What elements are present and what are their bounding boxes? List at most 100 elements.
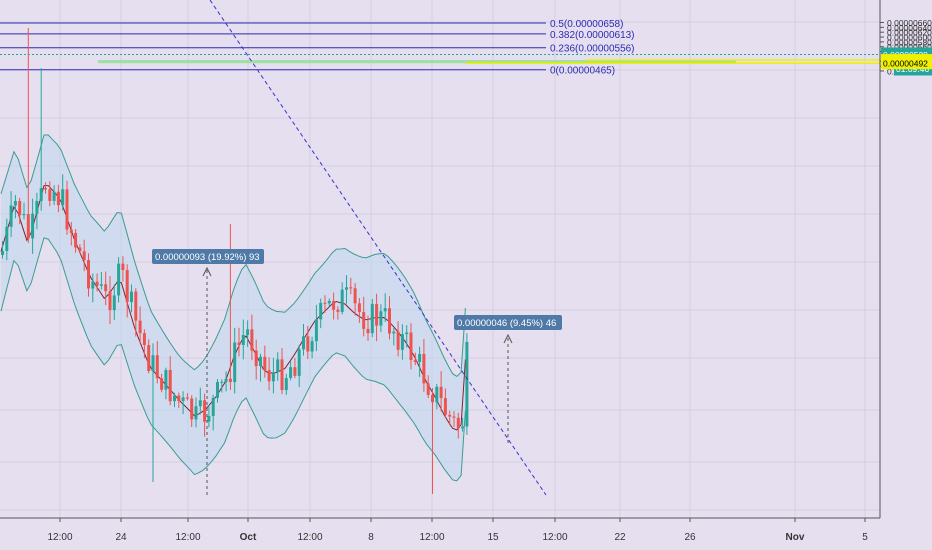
time-tick-label: 12:00 <box>419 532 444 543</box>
candle <box>52 185 56 206</box>
candle <box>91 273 95 303</box>
fibonacci-retracement[interactable]: 0.5(0.00000658)0.382(0.00000613) 0.236(0.… <box>0 19 635 77</box>
candle-body <box>284 378 288 391</box>
candle <box>87 253 90 297</box>
candle <box>332 292 336 320</box>
candle <box>74 228 78 253</box>
dashed-trend-line <box>209 0 547 496</box>
candle-body <box>233 342 237 383</box>
candle-body <box>357 303 361 313</box>
candle <box>246 320 250 347</box>
candle-body <box>452 416 456 418</box>
candle-body <box>413 360 417 362</box>
candle <box>18 197 22 225</box>
candle-body <box>422 354 426 384</box>
candle-body <box>211 397 215 417</box>
candle <box>155 341 159 384</box>
candle-body <box>388 308 391 334</box>
time-tick-label: 8 <box>368 532 374 543</box>
measurement-tools[interactable]: 0.00000093 (19.92%) 93 0.00000046 (9.45%)… <box>152 249 562 495</box>
candle <box>254 339 258 380</box>
time-tick-label: 12:00 <box>175 532 200 543</box>
candle-body <box>383 308 387 312</box>
candle-body <box>18 201 22 216</box>
candle-body <box>142 333 146 346</box>
candle-body <box>456 417 460 429</box>
measure-tag-label: 0.00000046 (9.45%) 46 <box>457 318 556 329</box>
candle <box>216 379 219 403</box>
measure-tag-label: 0.00000093 (19.92%) 93 <box>155 252 260 263</box>
candle <box>117 257 121 303</box>
candle-body <box>250 329 254 351</box>
time-tick-label: 12:00 <box>47 532 72 543</box>
candle-body <box>246 329 250 335</box>
candle <box>271 357 275 394</box>
candle <box>276 352 280 381</box>
candle-body <box>306 336 310 352</box>
candle <box>82 239 86 272</box>
candle-body <box>69 229 73 233</box>
candle-body <box>207 416 211 422</box>
candle <box>418 346 422 377</box>
candle-body <box>61 189 65 206</box>
trend-line[interactable] <box>0 0 880 496</box>
candle-body <box>31 213 35 239</box>
candle-body <box>375 303 379 326</box>
candle <box>327 298 331 307</box>
fib-level-label: 0.5(0.00000658) <box>550 19 623 30</box>
time-tick-label: 24 <box>115 532 127 543</box>
candle-body <box>155 355 159 379</box>
candle <box>375 293 379 342</box>
candle <box>259 353 262 382</box>
candle-body <box>185 397 189 399</box>
candle-body <box>44 188 47 190</box>
support-zone-rect <box>98 60 736 64</box>
candle <box>99 271 103 290</box>
candle-body <box>87 259 90 289</box>
candle-body <box>168 369 172 402</box>
candle <box>362 296 366 337</box>
candle-body <box>263 356 267 371</box>
candle-body <box>121 263 125 270</box>
candle-body <box>435 386 439 403</box>
candle <box>302 323 305 356</box>
candle-body <box>362 312 366 329</box>
candle-body <box>117 263 121 296</box>
candle <box>237 327 241 357</box>
candle-body <box>310 341 314 352</box>
candle <box>194 397 198 428</box>
measure-tag-bg <box>152 249 264 264</box>
candle-body <box>190 398 194 420</box>
candle <box>31 198 35 254</box>
candle-body <box>418 354 422 362</box>
candle-body <box>448 414 452 417</box>
candle-body <box>104 284 108 292</box>
candle-body <box>267 370 271 382</box>
time-tick-label: 12:00 <box>297 532 322 543</box>
candle-body <box>345 287 348 290</box>
candle <box>396 321 400 357</box>
candle-body <box>56 191 60 206</box>
candle-body <box>138 320 142 334</box>
candle <box>366 315 370 341</box>
candle-body <box>26 214 30 239</box>
candle-body <box>461 426 465 429</box>
candle-body <box>332 300 336 310</box>
candle <box>388 296 391 340</box>
time-tick-label: 26 <box>684 532 696 543</box>
candle <box>400 324 404 360</box>
candle-body <box>271 372 275 382</box>
candle <box>168 356 172 406</box>
candle-body <box>194 406 198 420</box>
candle <box>173 392 176 408</box>
price-tick-label: 0.00000580 <box>887 37 932 47</box>
time-scale[interactable]: 12:00 24 12:00 Oct 12:00 8 12:00 15 12:00 22 26 Nov… <box>0 517 880 550</box>
support-zone[interactable] <box>98 59 880 64</box>
candle <box>310 336 314 359</box>
time-tick-label: 15 <box>487 532 499 543</box>
candle <box>383 293 387 322</box>
candlestick-series <box>1 28 469 494</box>
price-scale[interactable]: 0.000006600.000006400.000006200.00000600… <box>879 0 932 550</box>
candle-body <box>9 205 13 227</box>
